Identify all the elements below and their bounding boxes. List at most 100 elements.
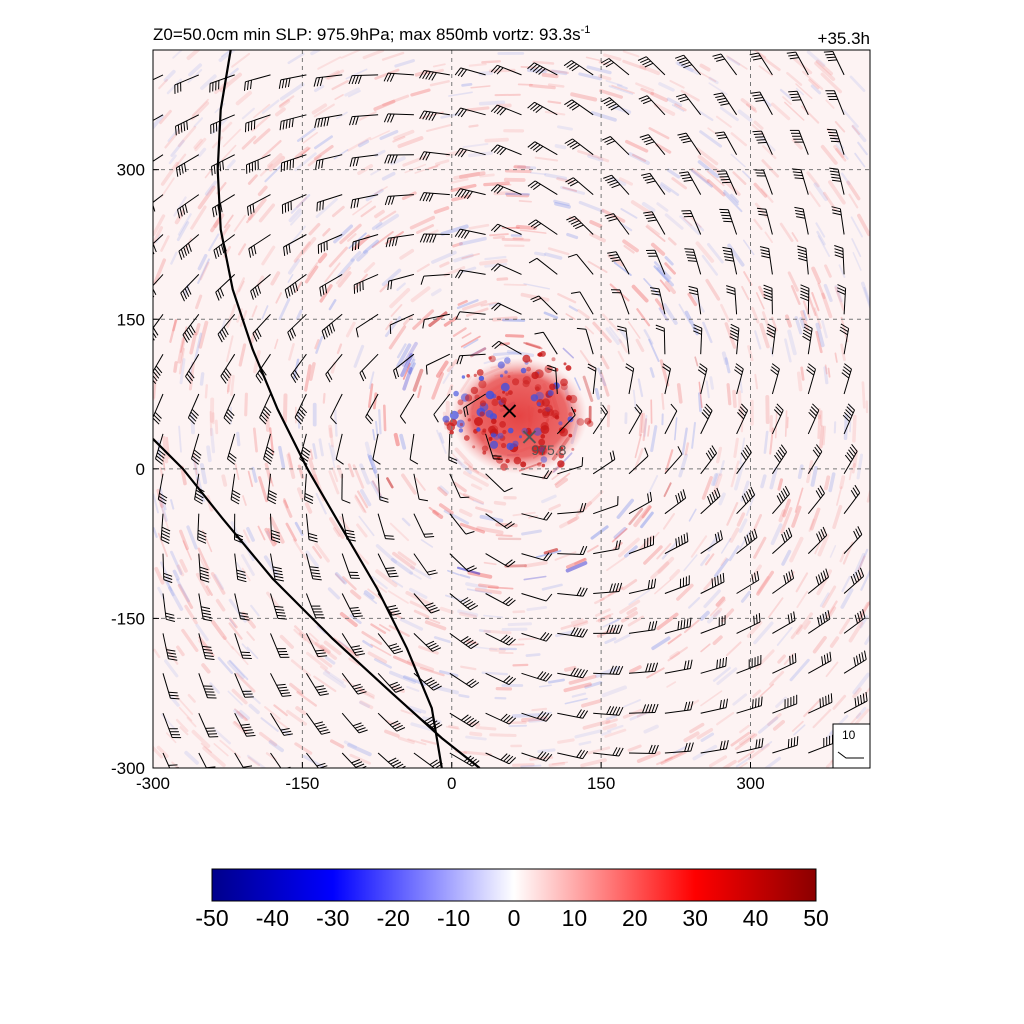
wind-barb-feather [354,240,357,251]
wind-barb-feather [650,287,660,290]
wind-barb-feather [430,609,440,614]
wind-barb [700,538,723,555]
core-cell [491,398,499,407]
vorticity-streak [356,523,368,538]
wind-barb-feather [384,535,394,537]
vorticity-streak [724,322,737,349]
wind-barb-feather [697,369,706,376]
vorticity-streak [221,144,237,161]
vorticity-streak [177,583,194,609]
vorticity-streak [213,213,225,228]
wind-barb-feather [230,499,240,505]
wind-barb-feather [567,179,577,185]
core-cell [506,442,514,451]
vorticity-streak [440,224,469,236]
core-cell [478,375,485,382]
wind-barb [628,544,654,555]
vorticity-streak [239,709,250,720]
wind-barb-feather [865,691,868,702]
vorticity-streak [664,751,683,762]
wind-barb-feather [714,489,719,499]
vorticity-streak [417,385,422,399]
x-tick-label: -300 [136,774,170,793]
wind-barb [689,210,702,235]
vorticity-streak [257,525,266,541]
wind-barb [157,473,164,500]
vorticity-streak [425,617,441,624]
wind-barb [449,513,467,535]
wind-barb-feather [191,408,199,416]
wind-barb [538,295,558,315]
vorticity-streak [708,76,719,85]
wind-barb-feather [431,683,440,689]
vorticity-streak [252,427,258,453]
vorticity-streak [210,217,222,233]
wind-barb [734,288,738,315]
vorticity-streak [628,507,644,526]
wind-barb-feather [140,86,141,95]
vorticity-streak [619,599,641,614]
vorticity-streak [484,255,507,261]
wind-barb [663,328,666,355]
vorticity-streak [688,596,701,609]
wind-barb-feather [808,363,816,370]
wind-barb-feather [223,326,229,336]
vorticity-streak [761,311,774,339]
wind-barb-feather [766,332,775,339]
vorticity-streak [241,567,251,582]
wind-barb-feather [579,669,585,678]
wind-barb-feather [221,329,227,338]
wind-barb-feather [684,248,694,250]
wind-barb-feather [218,246,222,256]
wind-barb [245,114,271,124]
vorticity-streak [159,109,172,125]
wind-barb [177,194,200,210]
vorticity-streak [756,575,770,594]
wind-barb [763,170,773,195]
wind-barb-feather [301,449,310,456]
wind-barb [521,553,547,562]
wind-barb-feather [389,681,398,686]
vorticity-streak [782,498,792,518]
vorticity-streak [274,338,279,350]
wind-barb-feather [161,536,170,541]
wind-barb-feather [532,65,541,72]
wind-barb-feather [617,328,627,332]
wind-barb-feather [274,578,284,582]
wind-barb-feather [792,99,802,101]
vorticity-streak [770,347,774,357]
vorticity-streak [709,376,714,390]
vorticity-streak [304,364,312,392]
wind-barb-feather [463,637,472,644]
vorticity-streak [445,725,460,730]
vorticity-streak [793,57,813,75]
wind-barb-feather [508,757,517,765]
vorticity-streak [815,330,823,354]
wind-barb-feather [796,216,806,219]
vorticity-streak [501,237,531,242]
wind-barb [835,129,845,155]
wind-barb-feather [276,683,286,686]
wind-barb-feather [569,142,578,148]
wind-barb [557,593,584,597]
vorticity-streak [294,152,317,172]
wind-barb [153,314,164,329]
vorticity-streak [231,52,251,68]
vorticity-streak [345,68,368,80]
vorticity-streak [675,61,700,75]
vorticity-streak [300,236,317,255]
wind-barbs [140,51,869,768]
wind-barb-feather [714,577,717,587]
vorticity-streak [604,728,627,738]
wind-barb [282,194,307,206]
core-cell [559,446,564,452]
core-cell [536,402,542,407]
wind-barb [153,114,164,121]
wind-barb-feather [579,545,585,555]
vorticity-streak [683,554,698,572]
vorticity-streak [772,719,785,731]
wind-barb-feather [758,613,761,623]
wind-barb-feather [763,297,773,302]
vorticity-streak [315,654,333,668]
